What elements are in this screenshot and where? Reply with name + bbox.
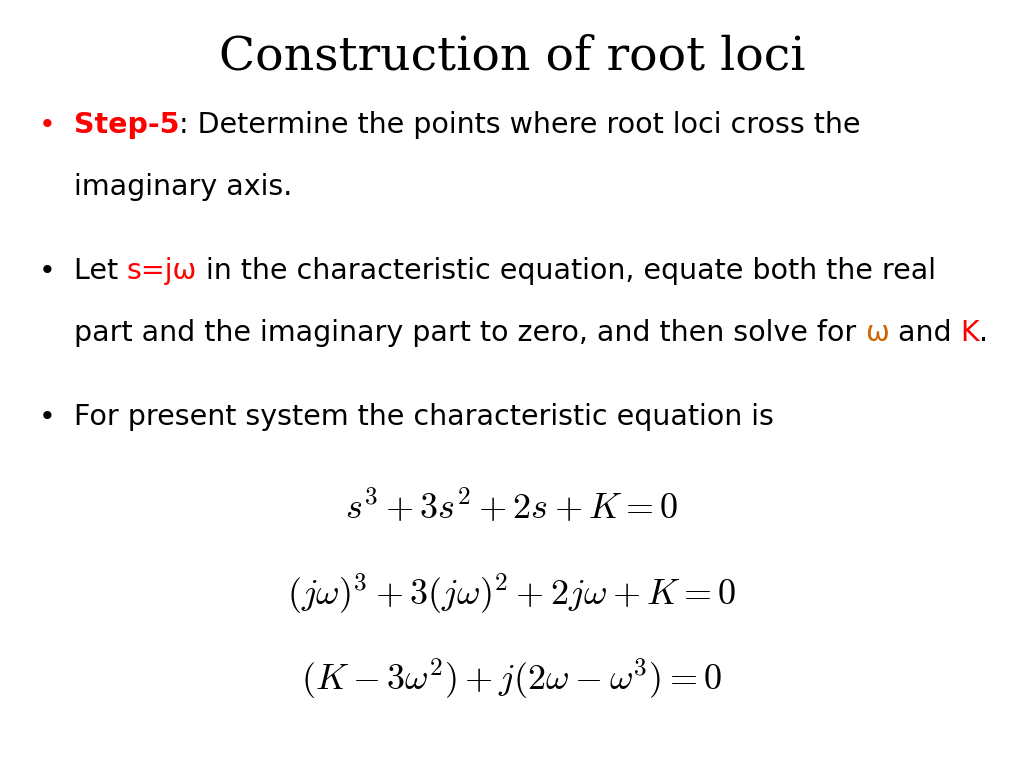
Text: •: • <box>39 257 55 285</box>
Text: part and the imaginary part to zero, and then solve for: part and the imaginary part to zero, and… <box>74 319 865 346</box>
Text: and: and <box>889 319 961 346</box>
Text: $(K-3\omega^{2})+j(2\omega-\omega^{3})=0$: $(K-3\omega^{2})+j(2\omega-\omega^{3})=0… <box>301 657 723 701</box>
Text: $s^{3}+3s^{2}+2s+K=0$: $s^{3}+3s^{2}+2s+K=0$ <box>345 488 679 526</box>
Text: Construction of root loci: Construction of root loci <box>219 35 805 80</box>
Text: •: • <box>39 403 55 431</box>
Text: s=jω: s=jω <box>127 257 198 285</box>
Text: $(j\omega)^{3}+3(j\omega)^{2}+2j\omega+K=0$: $(j\omega)^{3}+3(j\omega)^{2}+2j\omega+K… <box>288 572 736 617</box>
Text: K: K <box>961 319 979 346</box>
Text: : Determine the points where root loci cross the: : Determine the points where root loci c… <box>179 111 861 139</box>
Text: •: • <box>39 111 55 139</box>
Text: imaginary axis.: imaginary axis. <box>74 173 292 200</box>
Text: ω: ω <box>865 319 889 346</box>
Text: .: . <box>979 319 988 346</box>
Text: Let: Let <box>74 257 127 285</box>
Text: in the characteristic equation, equate both the real: in the characteristic equation, equate b… <box>198 257 936 285</box>
Text: For present system the characteristic equation is: For present system the characteristic eq… <box>74 403 773 431</box>
Text: Step-5: Step-5 <box>74 111 179 139</box>
